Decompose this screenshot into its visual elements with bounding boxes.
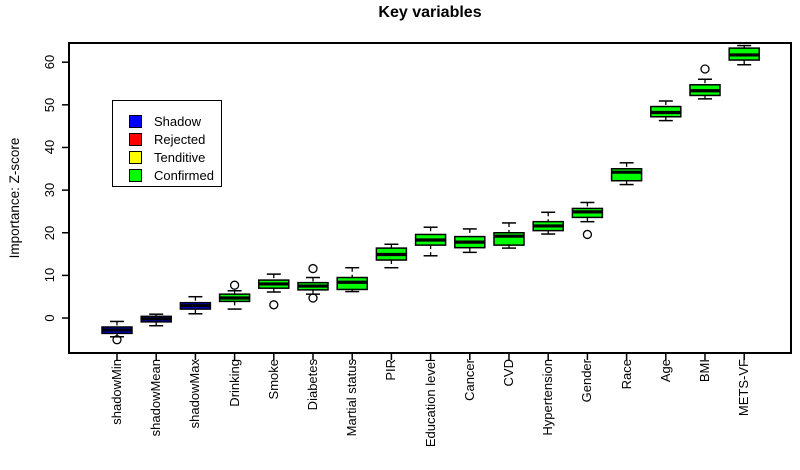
y-tick-label: 0 (42, 314, 57, 322)
x-tick-label-hypertension: Hypertension (540, 359, 556, 436)
legend-item-confirmed: Confirmed (129, 166, 221, 184)
x-tick-label-gender: Gender (579, 359, 595, 403)
boxplot-shadowmax (179, 295, 212, 315)
outlier-point (700, 64, 710, 74)
x-tick-label-diabetes: Diabetes (305, 359, 320, 411)
legend-label: Rejected (154, 131, 206, 147)
boxplot-education-level (414, 226, 447, 257)
boxplot-shadowmin (101, 320, 133, 345)
outlier-point (229, 280, 240, 290)
outlier-point (112, 335, 122, 345)
legend-label: Tenditive (154, 149, 206, 165)
outlier-point (308, 293, 318, 303)
x-tick-label-education-level: Education level (422, 359, 438, 448)
outlier-point (269, 300, 279, 310)
x-tick-label-shadowmin: shadowMin (109, 359, 124, 425)
legend: Shadow Rejected Tenditive Confirmed (112, 100, 222, 187)
y-tick-label: 50 (42, 97, 57, 113)
boxplot-smoke (258, 273, 290, 310)
boxplot-hypertension (532, 211, 564, 235)
box-rect (610, 168, 643, 182)
legend-item-shadow: Shadow (129, 112, 221, 130)
y-tick-label: 40 (42, 140, 57, 155)
boxplot-mets-vf (728, 44, 760, 66)
x-tick-label-martial-status: Martial status (344, 359, 360, 437)
legend-swatch-confirmed (129, 168, 142, 182)
legend-swatch-rejected (129, 132, 142, 146)
x-tick-label-age: Age (657, 359, 673, 383)
legend-label: Shadow (154, 113, 201, 129)
boxplot-race (610, 162, 643, 186)
boxplot-age (650, 100, 682, 122)
x-tick-label-shadowmax: shadowMax (187, 359, 203, 429)
x-tick-label-race: Race (618, 359, 634, 390)
x-tick-label-cancer: Cancer (461, 359, 477, 401)
outlier-point (582, 229, 593, 240)
boxplot-diabetes (297, 263, 329, 303)
legend-swatch-tenditive (129, 150, 142, 164)
boxplot-cvd (493, 222, 525, 249)
legend-swatch-shadow (129, 114, 142, 128)
boxplot-martial-status (336, 266, 368, 293)
boxplot-drinking (218, 280, 251, 310)
boxplot-cancer (454, 228, 486, 254)
x-tick-label-smoke: Smoke (265, 359, 281, 400)
chart-title: Key variables (378, 4, 482, 21)
boxplot-shadowmean (140, 313, 172, 327)
x-tick-label-mets-vf: METS-VF (736, 359, 752, 417)
outlier-point (308, 263, 318, 274)
x-tick-label-pir: PIR (383, 359, 399, 381)
legend-item-tenditive: Tenditive (129, 148, 221, 166)
y-tick-label: 30 (42, 182, 57, 198)
plot-border (68, 42, 792, 354)
x-tick-label-drinking: Drinking (226, 359, 242, 407)
legend-label: Confirmed (154, 167, 214, 183)
x-tick-label-cvd: CVD (501, 359, 516, 387)
y-tick-label: 60 (42, 54, 57, 70)
y-tick-label: 20 (42, 225, 57, 240)
boxplot-bmi (689, 64, 721, 100)
legend-item-rejected: Rejected (129, 130, 221, 148)
boxplot-pir (375, 243, 408, 269)
x-tick-label-shadowmean: shadowMean (148, 359, 164, 437)
boxplot-gender (571, 201, 604, 240)
y-tick-label: 10 (42, 268, 57, 283)
x-tick-label-bmi: BMI (697, 359, 712, 383)
